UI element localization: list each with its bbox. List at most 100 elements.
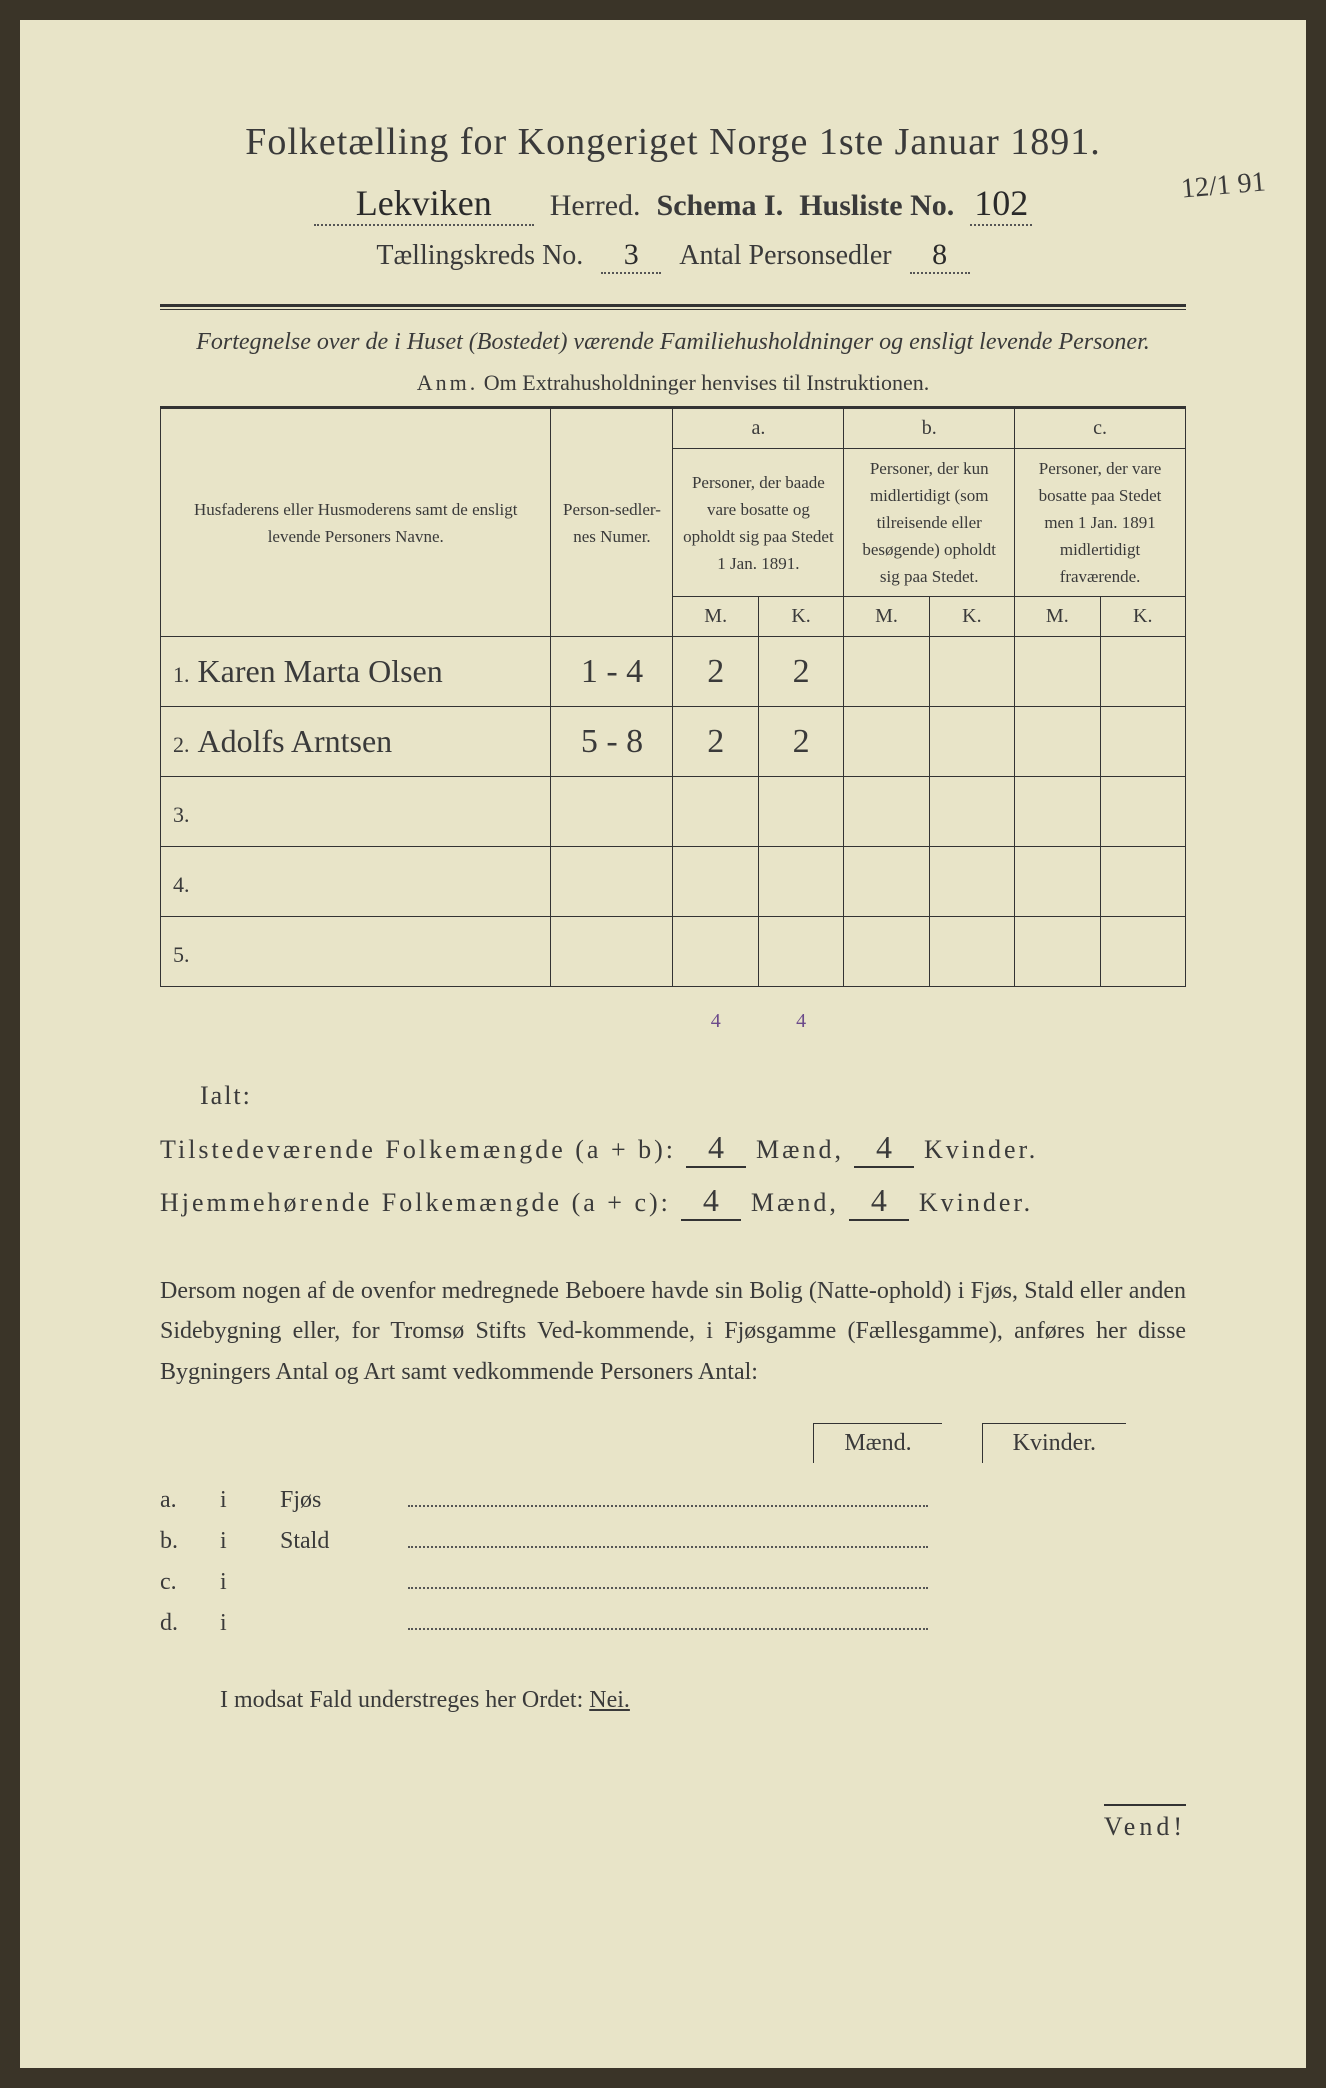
totals-row: 4 4 [161,987,1186,1057]
a-m-cell [673,847,758,917]
subrow-i: i [220,1487,280,1514]
present-m-value: 4 [686,1129,746,1168]
col-a-label: a. [673,408,844,449]
header-line-herred: Lekviken Herred. Schema I. Husliste No. … [160,182,1186,226]
b-k-cell [929,637,1014,707]
herred-label: Herred. [550,189,641,223]
building-paragraph: Dersom nogen af de ovenfor medregnede Be… [160,1271,1186,1393]
numer-cell [551,917,673,987]
subrow-label: b. [160,1528,220,1555]
subrow-label: a. [160,1487,220,1514]
anm-text: Om Extrahusholdninger henvises til Instr… [484,370,929,395]
b-m-cell [844,707,929,777]
table-row: 4. [161,847,1186,917]
dotted-line [408,1483,928,1507]
home-k-value: 4 [849,1182,909,1221]
footer-word: Nei. [589,1687,630,1713]
b-m-cell [844,777,929,847]
footer-text: I modsat Fald understreges her Ordet: [220,1687,583,1713]
table-row: 1.Karen Marta Olsen 1 - 4 2 2 [161,637,1186,707]
schema-label: Schema I. [657,189,784,223]
header-line-kreds: Tællingskreds No. 3 Antal Personsedler 8 [160,238,1186,274]
b-k-cell [929,777,1014,847]
present-k-value: 4 [854,1129,914,1168]
row-number: 2. [173,732,190,757]
b-k-cell [929,707,1014,777]
dotted-line [408,1606,928,1630]
numer-cell: 5 - 8 [551,707,673,777]
anm-prefix: Anm. [417,370,479,395]
table-row: 3. [161,777,1186,847]
total-a-k: 4 [758,987,843,1057]
a-k-cell: 2 [758,637,843,707]
form-title: Folketælling for Kongeriget Norge 1ste J… [160,120,1186,164]
person-name: Karen Marta Olsen [198,653,443,689]
c-m-cell [1015,847,1100,917]
col-a-desc: Personer, der baade vare bosatte og opho… [673,449,844,597]
kvinder-label: Kvinder. [924,1135,1038,1165]
home-summary: Hjemmehørende Folkemængde (a + c): 4 Mæn… [160,1182,1186,1221]
col-b-m: M. [844,597,929,637]
c-m-cell [1015,777,1100,847]
subrow-category: Fjøs [280,1487,400,1514]
footer-line: I modsat Fald understreges her Ordet: Ne… [220,1687,1186,1714]
numer-cell: 1 - 4 [551,637,673,707]
col-numer: Person-sedler-nes Numer. [551,408,673,637]
subrow: d. i [160,1606,1186,1637]
form-header: Folketælling for Kongeriget Norge 1ste J… [160,120,1186,274]
c-k-cell [1100,637,1185,707]
col-a-m: M. [673,597,758,637]
mk-headers: Mænd. Kvinder. [160,1423,1186,1463]
home-label: Hjemmehørende Folkemængde (a + c): [160,1188,671,1218]
c-m-cell [1015,707,1100,777]
census-form-page: Folketælling for Kongeriget Norge 1ste J… [20,20,1306,2068]
numer-cell [551,777,673,847]
subrow-category: Stald [280,1528,400,1555]
b-k-cell [929,917,1014,987]
b-m-cell [844,637,929,707]
kvinder-header: Kvinder. [982,1423,1126,1463]
present-summary: Tilstedeværende Folkemængde (a + b): 4 M… [160,1129,1186,1168]
personsedler-label: Antal Personsedler [679,240,891,272]
maend-label: Mænd, [751,1188,839,1218]
table-row: 2.Adolfs Arntsen 5 - 8 2 2 [161,707,1186,777]
kvinder-label: Kvinder. [919,1188,1033,1218]
kreds-no-field: 3 [601,238,661,274]
dotted-line [408,1565,928,1589]
husliste-no-field: 102 [970,182,1032,226]
subrow-i: i [220,1569,280,1596]
a-m-cell [673,917,758,987]
table-row: 5. [161,917,1186,987]
maend-header: Mænd. [813,1423,941,1463]
c-m-cell [1015,917,1100,987]
a-m-cell: 2 [673,637,758,707]
herred-name-field: Lekviken [314,182,534,226]
table-body: 1.Karen Marta Olsen 1 - 4 2 2 2. Adolfs A… [161,637,1186,1057]
total-a-m: 4 [673,987,758,1057]
divider-top [160,304,1186,310]
subrow-i: i [220,1610,280,1637]
table-header: Husfaderens eller Husmoderens samt de en… [161,408,1186,637]
col-c-m: M. [1015,597,1100,637]
present-label: Tilstedeværende Folkemængde (a + b): [160,1135,676,1165]
b-k-cell [929,847,1014,917]
a-k-cell [758,917,843,987]
subrow: c. i [160,1565,1186,1596]
building-subtable: a. i Fjøs b. i Stald c. i d. i [160,1483,1186,1637]
row-number: 3. [173,802,190,827]
col-c-desc: Personer, der vare bosatte paa Stedet me… [1015,449,1186,597]
census-table: Husfaderens eller Husmoderens samt de en… [160,406,1186,1057]
col-a-k: K. [758,597,843,637]
subrow: a. i Fjøs [160,1483,1186,1514]
col-b-k: K. [929,597,1014,637]
kreds-label: Tællingskreds No. [376,240,583,272]
subrow: b. i Stald [160,1524,1186,1555]
col-b-desc: Personer, der kun midlertidigt (som tilr… [844,449,1015,597]
person-name: Adolfs Arntsen [198,723,393,759]
ialt-label: Ialt: [200,1081,1186,1111]
home-m-value: 4 [681,1182,741,1221]
b-m-cell [844,917,929,987]
b-m-cell [844,847,929,917]
maend-label: Mænd, [756,1135,844,1165]
margin-date-note: 12/1 91 [1180,166,1267,205]
